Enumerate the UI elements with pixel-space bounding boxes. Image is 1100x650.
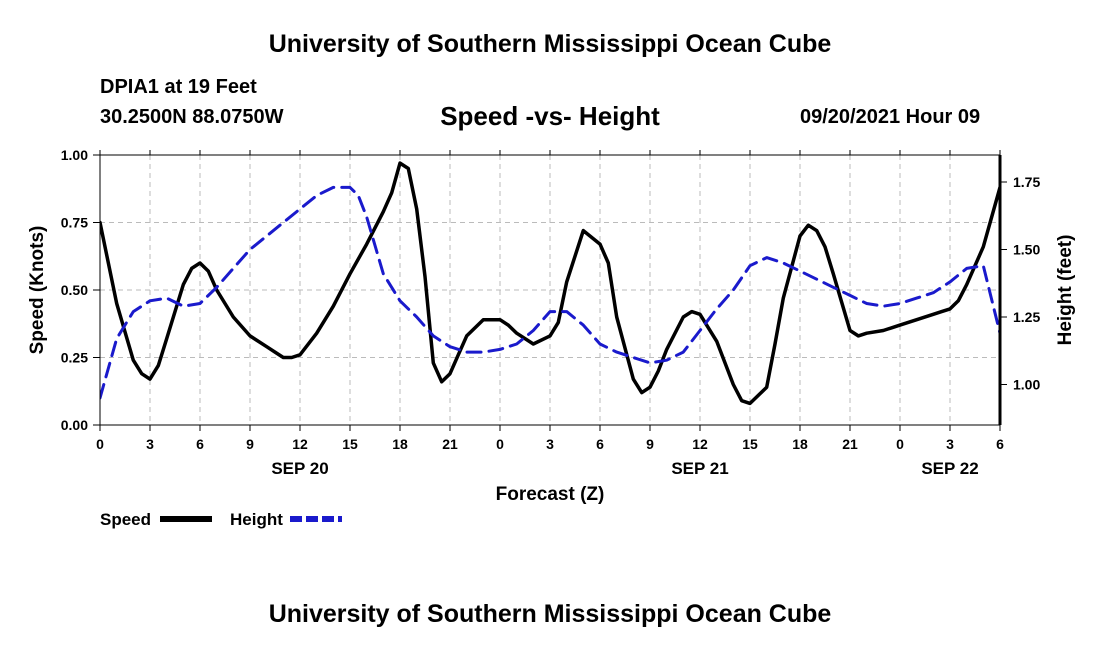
left-axis-title: Speed (Knots) [27, 226, 48, 355]
x-tick-label: 12 [292, 436, 308, 452]
x-tick-label: 3 [146, 436, 154, 452]
station-label: DPIA1 at 19 Feet [100, 76, 257, 98]
right-tick-label: 1.00 [1013, 377, 1040, 393]
station-coordinates: 30.2500N 88.0750W [100, 106, 284, 128]
series-layer [100, 161, 1000, 406]
chart-title: Speed -vs- Height [440, 101, 660, 131]
x-tick-label: 0 [496, 436, 504, 452]
right-tick-label: 1.25 [1013, 309, 1040, 325]
legend: Speed Height [100, 510, 342, 529]
x-tick-label: 6 [196, 436, 204, 452]
x-tick-label: 18 [392, 436, 408, 452]
legend-label-height: Height [230, 510, 283, 529]
x-tick-label: 6 [596, 436, 604, 452]
left-tick-label: 0.00 [61, 417, 88, 433]
right-tick-label: 1.50 [1013, 242, 1040, 258]
x-tick-label: 3 [946, 436, 954, 452]
top-title: University of Southern Mississippi Ocean… [268, 30, 832, 58]
x-tick-label: 15 [742, 436, 758, 452]
x-tick-label: 3 [546, 436, 554, 452]
x-tick-label: 12 [692, 436, 708, 452]
grid [100, 155, 1000, 425]
x-tick-label: 18 [792, 436, 808, 452]
speed-series-line [100, 161, 1000, 406]
left-tick-label: 0.75 [61, 215, 88, 231]
x-tick-label: 6 [996, 436, 1004, 452]
x-tick-label: 0 [96, 436, 104, 452]
bottom-title: University of Southern Mississippi Ocean… [268, 600, 832, 628]
right-axis-title: Height (feet) [1055, 235, 1076, 346]
left-tick-label: 0.25 [61, 350, 88, 366]
x-tick-label: 9 [646, 436, 654, 452]
axes: 0 3 6 9 12 15 18 21 0 3 6 9 12 15 18 21 0 3 6 0.00 0.25 0.50 0… [27, 147, 1076, 505]
x-tick-label: 21 [442, 436, 458, 452]
height-series-line [100, 185, 1000, 400]
forecast-datestamp: 09/20/2021 Hour 09 [800, 106, 981, 128]
right-tick-label: 1.75 [1013, 174, 1040, 190]
x-tick-label: 15 [342, 436, 358, 452]
x-tick-label: 9 [246, 436, 254, 452]
x-tick-label: 21 [842, 436, 858, 452]
date-label: SEP 21 [671, 459, 728, 478]
x-tick-label: 0 [896, 436, 904, 452]
left-tick-label: 0.50 [61, 282, 88, 298]
date-label: SEP 20 [271, 459, 328, 478]
date-label: SEP 22 [921, 459, 978, 478]
legend-label-speed: Speed [100, 510, 151, 529]
x-axis-title: Forecast (Z) [496, 484, 605, 505]
left-tick-label: 1.00 [61, 147, 88, 163]
